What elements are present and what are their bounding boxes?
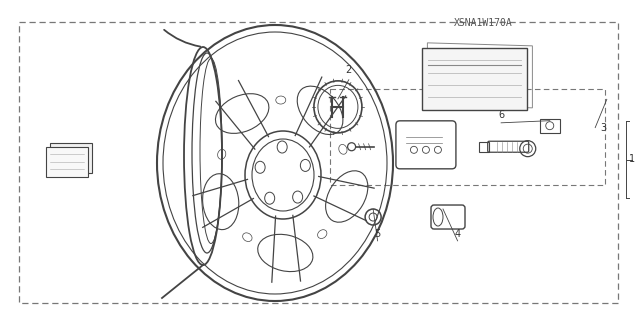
Text: 4: 4 <box>454 229 461 240</box>
Bar <box>19 22 618 303</box>
Text: 3: 3 <box>600 122 606 133</box>
Text: 6: 6 <box>498 110 504 120</box>
Text: 5: 5 <box>374 229 381 240</box>
Text: 2: 2 <box>346 65 352 75</box>
FancyBboxPatch shape <box>46 147 88 177</box>
Text: 1: 1 <box>628 154 635 165</box>
Text: XSNA1W170A: XSNA1W170A <box>454 18 513 27</box>
FancyBboxPatch shape <box>50 143 92 173</box>
Bar <box>330 89 605 185</box>
Bar <box>422 48 527 110</box>
